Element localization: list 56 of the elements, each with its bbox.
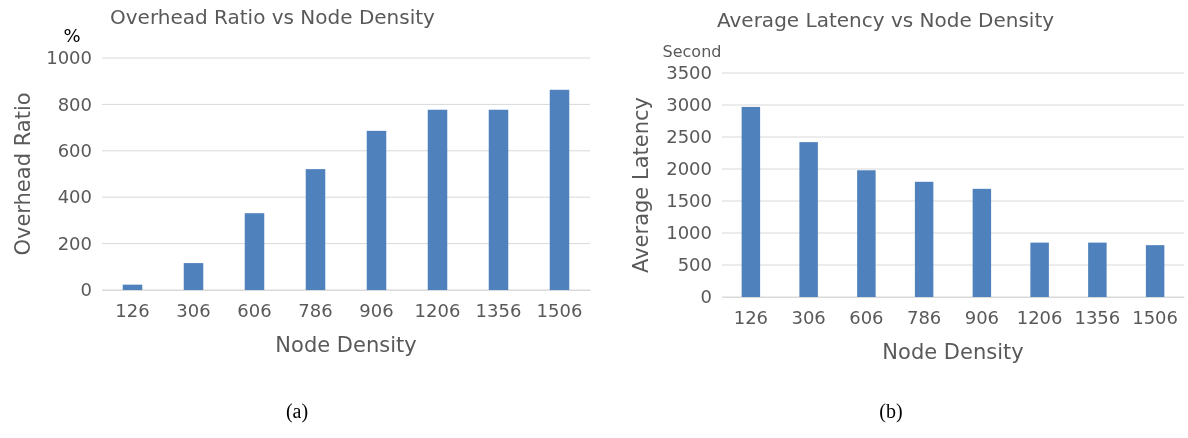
text: (b) [879, 400, 903, 423]
y-tick-label: 3000 [666, 94, 712, 116]
bar [1030, 242, 1049, 297]
y-tick-label: 500 [677, 254, 712, 276]
bar [1145, 245, 1165, 297]
y-tick-label: 800 [57, 93, 92, 115]
bar [549, 89, 570, 290]
y-tick-label: 200 [57, 232, 92, 254]
y-tick-label: 1000 [666, 222, 712, 244]
bar [741, 106, 761, 297]
bar [305, 169, 326, 290]
x-tick-label: 786 [298, 299, 333, 321]
bar [857, 170, 876, 297]
x-tick-label: 606 [849, 306, 884, 328]
y-tick-label: 1000 [46, 47, 92, 69]
x-tick-label: 126 [733, 306, 769, 328]
x-tick-label: 1356 [475, 299, 522, 321]
y-tick-label: 0 [80, 279, 92, 301]
text: (a) [285, 400, 309, 423]
text: Second [662, 42, 722, 61]
bar [488, 109, 509, 290]
x-axis-title: Node Density [275, 333, 417, 357]
y-axis-title: Average Latency [629, 97, 653, 273]
bar [183, 263, 204, 290]
x-tick-label: 1506 [536, 299, 583, 321]
x-axis-title: Node Density [882, 340, 1024, 364]
y-tick-label: 3500 [666, 62, 712, 84]
bar [244, 213, 265, 290]
x-tick-label: 306 [791, 306, 826, 328]
y-tick-label: 0 [700, 286, 712, 308]
chart-title: Overhead Ratio vs Node Density [110, 5, 436, 29]
x-tick-label: 606 [237, 299, 272, 321]
x-tick-label: 1206 [1016, 306, 1063, 328]
bar [366, 130, 387, 290]
bar [914, 181, 934, 297]
chart-title: Average Latency vs Node Density [717, 8, 1055, 32]
x-tick-label: 126 [115, 299, 150, 321]
y-tick-label: 1500 [666, 190, 712, 212]
text: % [63, 25, 81, 46]
x-tick-label: 906 [964, 306, 1000, 328]
y-tick-label: 600 [57, 140, 92, 162]
x-tick-label: 1506 [1132, 306, 1179, 328]
y-tick-label: 2500 [666, 126, 712, 148]
y-tick-label: 2000 [666, 158, 712, 180]
x-tick-label: 1356 [1074, 306, 1121, 328]
bar [122, 284, 143, 290]
x-tick-label: 786 [906, 306, 942, 328]
x-tick-label: 306 [176, 299, 211, 321]
x-tick-label: 1206 [414, 299, 461, 321]
bar [972, 188, 992, 297]
bar [799, 142, 818, 297]
bar [427, 109, 448, 290]
y-axis-title: Overhead Ratio [11, 92, 35, 256]
y-tick-label: 400 [57, 186, 92, 208]
bar [1088, 242, 1107, 297]
x-tick-label: 906 [359, 299, 394, 321]
